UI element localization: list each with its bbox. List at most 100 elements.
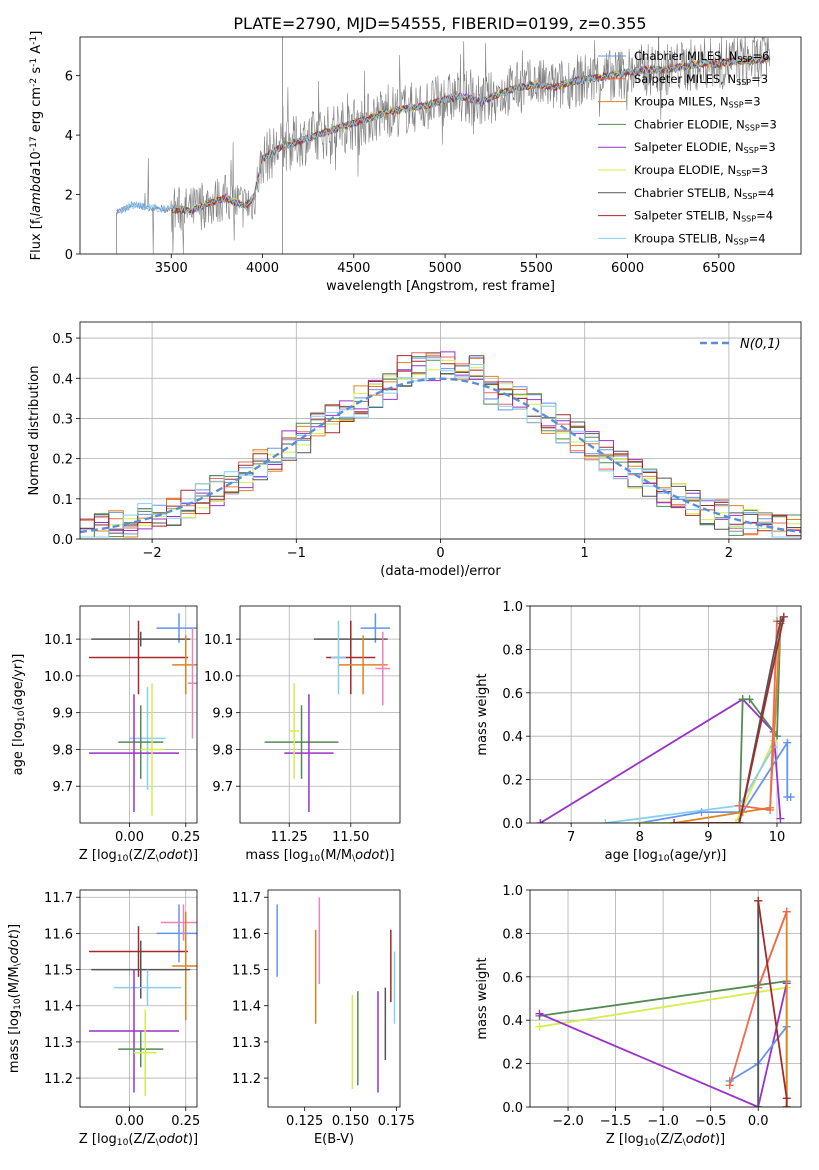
x-axis-label: Z [log10​(Z/Z\​odot)] [79, 848, 198, 864]
chart-ebv_mass: 0.125 0.150 0.175 11.2 11.3 11.4 11.5 11.6 11.7 E… [232, 889, 415, 1147]
y-tick-label: 10.1 [44, 633, 73, 648]
y-tick-label: 11.7 [232, 891, 261, 906]
y-tick-label: 0.2 [502, 774, 523, 789]
model-line-7 [171, 55, 771, 216]
x-tick-label: 8 [636, 830, 644, 845]
chart-Z_weight: −2.0 −1.5 −1.0 −0.5 0.0 0.0 0.2 0.4 0.6 0.8 1.0 Z [… [475, 884, 802, 1148]
weight-line-4 [757, 911, 788, 1107]
x-axis-label: E(B-V) [314, 1132, 354, 1147]
legend-entry-8: Kroupa STELIB, NSSP​=4 [634, 231, 766, 246]
legend-entry-2: Kroupa MILES, NSSP​=3 [634, 95, 761, 110]
errorbar-point-0 [156, 613, 197, 643]
errorbar-point-8 [134, 1009, 157, 1097]
y-tick-label: 0.1 [52, 493, 73, 508]
weight-marker [779, 612, 788, 621]
plot-area [276, 897, 396, 1093]
axes-frame [79, 605, 198, 824]
legend-entry-normal: N(0,1) [740, 337, 781, 352]
errorbar-point-4 [375, 631, 391, 706]
axes-frame [529, 889, 802, 1108]
plot-area [536, 612, 795, 823]
x-tick-label: 0 [436, 546, 444, 561]
x-tick-label: 11.25 [271, 830, 308, 845]
x-tick-label: 2 [725, 546, 733, 561]
errorbar-point-4 [91, 940, 191, 999]
errorbar-point-5 [331, 620, 346, 695]
weight-marker [738, 695, 747, 704]
y-axis-label: mass weight [475, 957, 490, 1039]
weight-marker [754, 1103, 763, 1107]
x-axis-label: mass [log10​(M/M\​odot)] [245, 848, 394, 864]
weight-marker [782, 1103, 791, 1107]
weight-marker [635, 819, 644, 823]
x-axis-label: Z [log10​(Z/Z\​odot)] [606, 1132, 725, 1148]
y-tick-label: 2 [65, 189, 73, 204]
axes-frame [267, 889, 401, 1108]
y-tick-label: 1.0 [502, 600, 523, 615]
errorbar-point-3 [172, 635, 197, 695]
x-tick-label: −0.5 [695, 1114, 727, 1129]
y-tick-label: 0.4 [52, 372, 73, 387]
y-tick-label: 0.0 [502, 817, 523, 832]
x-tick-label: 5000 [429, 261, 462, 276]
weight-marker [782, 907, 791, 916]
x-tick-label: −2.0 [552, 1114, 584, 1129]
weight-marker [786, 792, 795, 801]
y-tick-label: 9.7 [52, 780, 73, 795]
weight-marker [536, 819, 545, 823]
errorbar-point-6 [118, 705, 164, 779]
y-tick-label: 10.0 [44, 670, 73, 685]
y-tick-label: 11.2 [44, 1072, 73, 1087]
weight-marker [766, 805, 775, 814]
y-tick-label: 0.5 [52, 332, 73, 347]
y-axis-label: age [log10​(age/yr)] [11, 654, 27, 776]
weight-marker [783, 738, 792, 747]
y-tick-label: 11.4 [44, 1000, 73, 1015]
y-tick-label: 11.4 [232, 1000, 261, 1015]
weight-marker [782, 1094, 791, 1103]
plot-area [89, 904, 197, 1097]
legend-entry-5: Kroupa ELODIE, NSSP​=3 [634, 163, 768, 178]
chart-spectrum: 3500 4000 4500 5000 5500 6000 6500 0 2 4 6 waveleng… [29, 31, 802, 294]
x-tick-label: 0.00 [115, 830, 144, 845]
errorbar-point-0 [156, 904, 197, 963]
errorbar-point-1 [91, 631, 191, 647]
x-tick-label: 6500 [702, 261, 735, 276]
errorbar-point-5 [113, 969, 182, 1006]
y-tick-label: 11.5 [44, 964, 73, 979]
y-tick-label: 11.5 [232, 964, 261, 979]
y-tick-label: 0.6 [502, 971, 523, 986]
legend-entry-1: Salpeter MILES, NSSP​=3 [634, 72, 768, 87]
x-tick-label: 6000 [611, 261, 644, 276]
axes-frame [529, 605, 802, 824]
y-tick-label: 11.6 [232, 927, 261, 942]
weight-marker [601, 819, 610, 823]
errorbar-point-2 [89, 620, 188, 695]
x-tick-label: 7 [567, 830, 575, 845]
y-tick-label: 11.2 [232, 1072, 261, 1087]
legend-entry-0: Chabrier MILES, NSSP​=6 [634, 49, 769, 64]
y-tick-label: 1.0 [502, 884, 523, 899]
y-tick-label: 0.0 [502, 1101, 523, 1116]
y-axis-label: mass weight [475, 673, 490, 755]
x-tick-label: 0.175 [378, 1114, 415, 1129]
y-tick-label: 10.0 [204, 670, 233, 685]
y-tick-label: 11.3 [232, 1036, 261, 1051]
model-line-8 [119, 54, 770, 216]
y-tick-label: 9.8 [52, 743, 73, 758]
errorbar-point-2 [89, 926, 188, 977]
errorbar-point-0 [360, 613, 391, 643]
errorbar-point-3 [338, 635, 388, 695]
y-tick-label: 0.4 [502, 730, 523, 745]
x-tick-label: −1.5 [600, 1114, 632, 1129]
weight-line-5 [673, 621, 782, 823]
y-tick-label: 0.6 [502, 687, 523, 702]
errorbar-point-7 [89, 694, 179, 812]
y-tick-label: 0.3 [52, 412, 73, 427]
y-tick-label: 0.0 [52, 533, 73, 548]
legend-entry-3: Chabrier ELODIE, NSSP​=3 [634, 117, 777, 132]
weight-marker [745, 695, 754, 704]
legend-entry-7: Salpeter STELIB, NSSP​=4 [634, 209, 773, 224]
y-tick-label: 0.4 [502, 1014, 523, 1029]
legend-entry-6: Chabrier STELIB, NSSP​=4 [634, 186, 774, 201]
